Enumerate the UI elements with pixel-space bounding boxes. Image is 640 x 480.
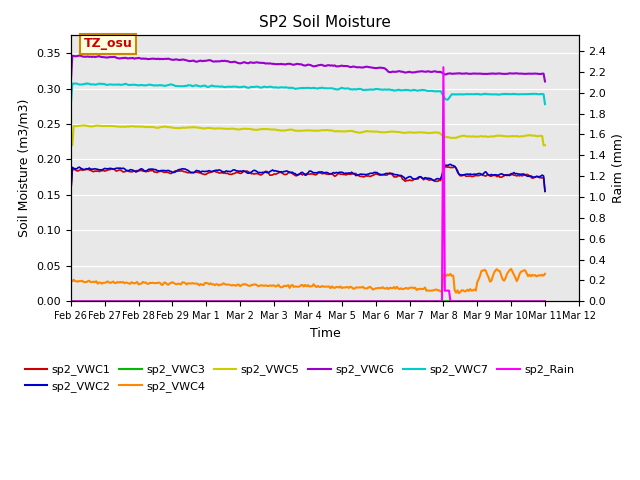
Legend: sp2_VWC1, sp2_VWC2, sp2_VWC3, sp2_VWC4, sp2_VWC5, sp2_VWC6, sp2_VWC7, sp2_Rain: sp2_VWC1, sp2_VWC2, sp2_VWC3, sp2_VWC4, … <box>20 360 579 396</box>
X-axis label: Time: Time <box>310 326 340 339</box>
Y-axis label: Soil Moisture (m3/m3): Soil Moisture (m3/m3) <box>18 99 31 238</box>
Title: SP2 Soil Moisture: SP2 Soil Moisture <box>259 15 391 30</box>
Y-axis label: Raim (mm): Raim (mm) <box>612 133 625 203</box>
Text: TZ_osu: TZ_osu <box>84 37 132 50</box>
